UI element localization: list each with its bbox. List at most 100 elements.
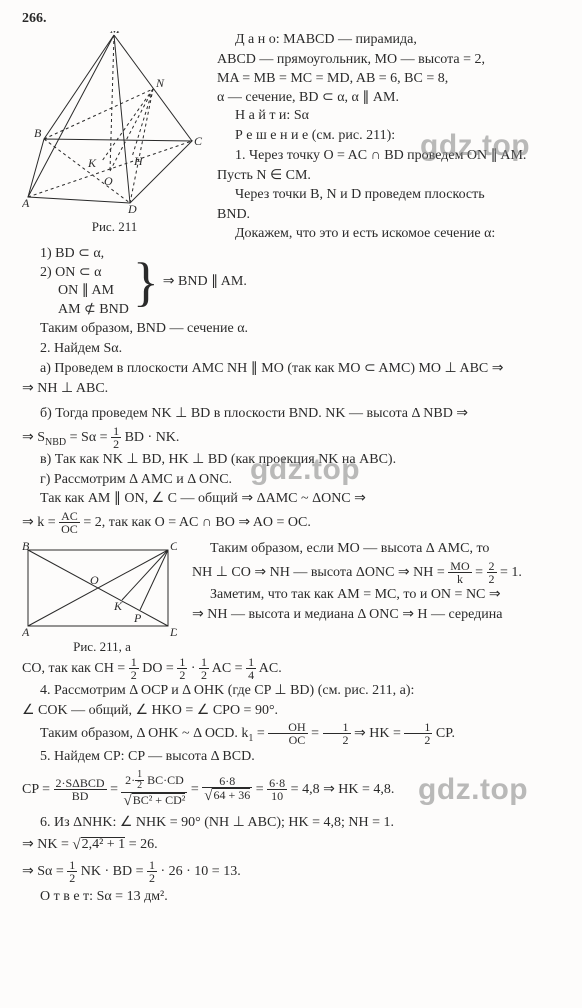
den: OC [59, 523, 80, 536]
den: 2 [129, 669, 139, 682]
figure-2-caption: Рис. 211, а [22, 638, 182, 656]
den: 2 [323, 734, 351, 747]
svg-text:C: C [170, 540, 177, 553]
mid-text: Таким образом, если MO — высота Δ AMC, т… [192, 540, 566, 656]
den: 2 [147, 872, 157, 885]
text: CO, так как CH = [22, 661, 129, 676]
text: AC. [256, 661, 282, 676]
sub: NBD [45, 437, 66, 448]
num: 1 [67, 859, 77, 872]
svg-text:B: B [34, 126, 42, 140]
step-2: 2. Найдем Sα. [22, 340, 566, 359]
num: 6·8 [267, 777, 287, 790]
svg-text:A: A [22, 196, 30, 210]
num: 1 [135, 770, 144, 781]
svg-text:A: A [22, 625, 30, 636]
step-6: 6. Из ΔNHK: ∠ NHK = 90° (NH ⊥ ABC); HK =… [22, 814, 566, 833]
text: ⇒ Sα = [22, 864, 67, 879]
mid-l4: ⇒ NH — высота и медиана Δ ONC ⇒ H — сере… [192, 606, 566, 625]
step-2a2: ⇒ NH ⊥ ABC. [22, 380, 566, 399]
svg-text:P: P [133, 611, 142, 625]
answer-label: О т в е т: [40, 889, 97, 904]
sqrt: BC² + CD² [132, 793, 186, 806]
svg-text:M: M [109, 31, 121, 36]
step-6b: ⇒ NK = √2,4² + 1 = 26. [22, 835, 566, 855]
text: = 1. [497, 565, 522, 580]
top-block: M A B C D O N K H Рис. 211 Д а н о: MABC… [22, 31, 566, 245]
text: = Sα = [66, 430, 111, 445]
svg-text:K: K [113, 599, 123, 613]
mid-l5: CO, так как CH = 12 DO = 12 · 12 AC = 14… [22, 656, 566, 682]
brace-line-3: ON ∥ AM [40, 282, 129, 301]
num: 1 [246, 656, 256, 669]
num: 1 [129, 656, 139, 669]
text: = 26. [125, 837, 157, 852]
given-line-2: ABCD — прямоугольник, MO — высота = 2, [217, 51, 566, 70]
step-5b: CP = 2·SΔBCDBD = 2·12 BC·CD √BC² + CD² =… [22, 770, 566, 810]
svg-text:K: K [87, 156, 97, 170]
brace-line-1: 1) BD ⊂ α, [40, 245, 129, 264]
text: = [110, 782, 121, 797]
brace-line-2: 2) ON ⊂ α [40, 264, 129, 283]
step-2b: б) Тогда проведем NK ⊥ BD в плоскости BN… [22, 405, 566, 424]
den: 2 [135, 781, 144, 792]
den: 4 [246, 669, 256, 682]
step-5: 5. Найдем CP: CP — высота Δ BCD. [22, 748, 566, 767]
num: 1 [199, 656, 209, 669]
step-2d3: ⇒ k = ACOC = 2, так как O = AC ∩ BO ⇒ AO… [22, 510, 566, 536]
step-4c: Таким образом, Δ OHK ~ Δ OCD. k1 = OHOC … [22, 721, 566, 747]
num: 1 [323, 721, 351, 734]
text: = [191, 782, 202, 797]
sqrt: 2,4² + 1 [81, 837, 126, 852]
svg-text:B: B [22, 540, 30, 553]
mid-l2: NH ⊥ CO ⇒ NH — высота ΔONC ⇒ NH = MOk = … [192, 560, 566, 586]
mid-l1: Таким образом, если MO — высота Δ AMC, т… [192, 540, 566, 559]
solution-1: 1. Через точку O = AC ∩ BD проведем ON ∥… [217, 147, 566, 166]
svg-text:C: C [194, 134, 203, 148]
text: = [472, 565, 487, 580]
given-line-3: MA = MB = MC = MD, AB = 6, BC = 8, [217, 70, 566, 89]
solution-1b: Пусть N ∈ CM. [217, 167, 566, 186]
text: = [256, 782, 267, 797]
svg-text:D: D [127, 202, 137, 216]
solution-1e: Докажем, что это и есть искомое сечение … [217, 225, 566, 244]
svg-text:H: H [133, 154, 144, 168]
step-4b: ∠ COK — общий, ∠ HKO = ∠ CPO = 90°. [22, 702, 566, 721]
text: · [187, 661, 199, 676]
svg-text:D: D [169, 625, 177, 636]
solution-label: Р е ш е н и е (см. рис. 211): [217, 127, 566, 146]
text: ⇒ HK = [351, 726, 405, 741]
text: CP = [22, 782, 54, 797]
text: = 4,8 ⇒ HK = 4,8. [291, 782, 395, 797]
svg-text:O: O [90, 573, 99, 587]
text: = 2, так как O = AC ∩ BO ⇒ AO = OC. [80, 516, 311, 531]
text: DO = [139, 661, 178, 676]
num: OH [268, 721, 307, 734]
mid-l3: Заметим, что так как AM = MC, то и ON = … [192, 586, 566, 605]
step-4: 4. Рассмотрим Δ OCP и Δ OHK (где CP ⊥ BD… [22, 682, 566, 701]
text: ⇒ k = [22, 516, 59, 531]
num: 1 [177, 656, 187, 669]
step-2d2: Так как AM ∥ ON, ∠ C — общий ⇒ ΔAMC ~ ΔO… [22, 490, 566, 509]
den: 2 [177, 669, 187, 682]
text: BC·CD [144, 772, 184, 786]
after-brace: Таким образом, BND — сечение α. [22, 320, 566, 339]
right-brace-icon: } [133, 258, 159, 307]
den: k [448, 573, 471, 586]
problem-number: 266. [22, 10, 566, 29]
figure-2-svg: A B C D O K P [22, 540, 177, 636]
step-2a: а) Проведем в плоскости AMC NH ∥ MO (так… [22, 360, 566, 379]
step-6c: ⇒ Sα = 12 NK · BD = 12 · 26 · 10 = 13. [22, 859, 566, 885]
find-label: Н а й т и: [235, 108, 294, 123]
brace-group: 1) BD ⊂ α, 2) ON ⊂ α ON ∥ AM AM ⊄ BND } … [22, 245, 566, 321]
step-2b2: ⇒ SNBD = Sα = 12 BD · NK. [22, 425, 566, 451]
num: 1 [147, 859, 157, 872]
answer: О т в е т: Sα = 13 дм². [22, 888, 566, 907]
text: = [253, 726, 268, 741]
num: 1 [404, 721, 432, 734]
sqrt: 64 + 36 [212, 788, 250, 801]
given-label: Д а н о: [235, 32, 280, 47]
num: 2·SΔBCD [54, 777, 107, 790]
den: OC [268, 734, 307, 747]
text: Таким образом, Δ OHK ~ Δ OCD. k [40, 726, 248, 741]
